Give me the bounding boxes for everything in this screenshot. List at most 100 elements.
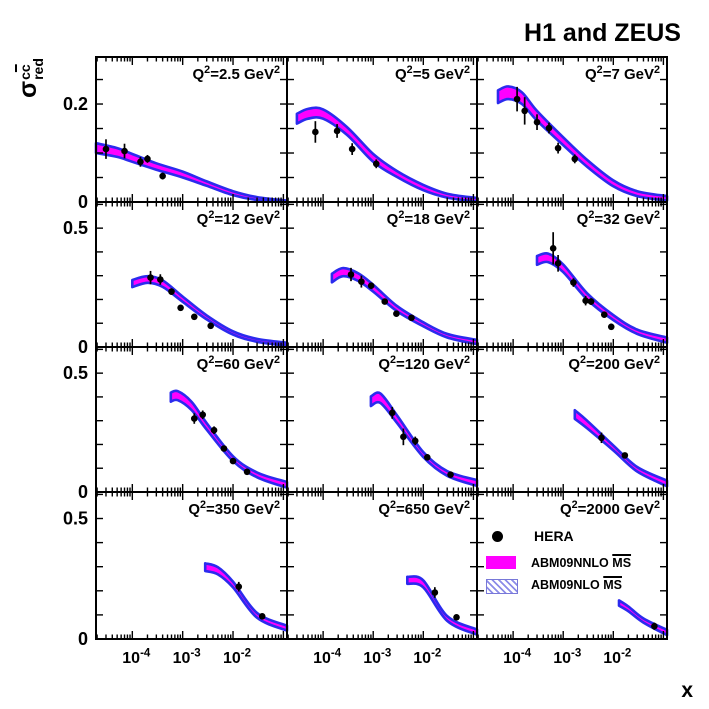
panel-q2-label: Q2=650 GeV2 xyxy=(378,499,470,518)
panel-frame xyxy=(476,491,668,640)
panel-q2-label: Q2=120 GeV2 xyxy=(378,354,470,373)
theory-band xyxy=(573,408,669,488)
data-point xyxy=(121,147,128,155)
panel-q2-label: Q2=18 GeV2 xyxy=(387,209,470,228)
y-tick-label: 0.5 xyxy=(63,218,88,238)
theory-band xyxy=(406,575,479,636)
data-point xyxy=(210,426,218,434)
data-point xyxy=(453,614,460,621)
data-point xyxy=(190,415,198,422)
data-point xyxy=(367,282,375,289)
data-point xyxy=(393,310,400,318)
legend-label-nnlo: ABM09NNLO MS xyxy=(531,556,632,570)
data-point xyxy=(570,279,577,286)
theory-band xyxy=(496,85,669,202)
y-tick-label: 0.5 xyxy=(63,509,88,529)
y-tick-label: 0 xyxy=(78,337,88,357)
x-tick-label: 10-4 xyxy=(313,648,342,667)
data-point xyxy=(408,314,415,322)
theory-band xyxy=(330,266,479,346)
data-point xyxy=(207,322,214,330)
data-point xyxy=(388,409,396,417)
data-point xyxy=(598,434,605,442)
data-point xyxy=(521,107,528,115)
data-point xyxy=(312,128,319,136)
nnlo-band-swatch xyxy=(486,556,516,569)
x-tick-label: 10-3 xyxy=(363,648,391,667)
data-point xyxy=(190,313,198,321)
panel-q2-18: Q2=18 GeV2 xyxy=(286,201,479,348)
data-point xyxy=(243,468,251,476)
data-point xyxy=(400,433,407,441)
panel-q2-7: Q2=7 GeV2 xyxy=(476,56,669,203)
nlo-band-swatch xyxy=(486,579,518,594)
data-point xyxy=(554,144,562,152)
sigma-symbol: σ xyxy=(14,80,42,98)
data-point xyxy=(157,276,164,283)
panel-q2-60: Q2=60 GeV2 0.5 0 xyxy=(63,346,289,502)
y-tick-label: 0 xyxy=(78,482,88,502)
data-point xyxy=(177,304,184,312)
panel-q2-label: Q2=2.5 GeV2 xyxy=(193,64,281,83)
panel-q2-120: Q2=120 GeV2 xyxy=(286,346,479,493)
data-point xyxy=(199,411,207,419)
data-point xyxy=(651,622,658,630)
data-point xyxy=(358,278,365,285)
sigma-subscript: red xyxy=(30,58,46,80)
x-axis-label: x xyxy=(681,679,693,702)
data-point xyxy=(348,145,356,153)
data-point xyxy=(372,160,380,168)
data-point xyxy=(587,298,595,305)
y-tick-label: 0.5 xyxy=(63,363,88,383)
data-point xyxy=(513,95,521,103)
data-point xyxy=(582,297,589,304)
panel-q2-200: Q2=200 GeV2 xyxy=(476,346,669,493)
data-point xyxy=(147,274,154,281)
panel-q2-2.5: Q2=2.5 GeV2 0.2 0 xyxy=(63,56,289,212)
data-point xyxy=(258,613,266,620)
x-tick-label: 10-3 xyxy=(173,648,201,667)
data-point xyxy=(545,124,553,132)
figure-title: H1 and ZEUS xyxy=(524,19,681,47)
y-tick-label: 0 xyxy=(78,629,88,649)
data-point xyxy=(533,118,541,126)
theory-band xyxy=(169,389,289,489)
data-point xyxy=(600,311,608,318)
x-tick-label: 10-2 xyxy=(223,648,251,667)
data-point xyxy=(423,453,431,461)
data-point xyxy=(102,145,110,153)
legend-label-hera: HERA xyxy=(534,528,574,544)
panel-q2-label: Q2=200 GeV2 xyxy=(568,354,660,373)
data-point xyxy=(168,288,175,295)
data-point xyxy=(607,323,615,331)
x-tick-label: 10-4 xyxy=(122,648,151,667)
data-point xyxy=(159,172,166,180)
panel-q2-2000: Q2=2000 GeV2 10-4 10-3 10-2 xyxy=(476,491,669,667)
legend-label-nlo: ABM09NLO MS xyxy=(531,578,622,592)
panel-q2-label: Q2=350 GeV2 xyxy=(188,499,280,518)
y-tick-label: 0 xyxy=(78,192,88,212)
panel-q2-label: Q2=5 GeV2 xyxy=(395,64,470,83)
data-point xyxy=(447,471,454,478)
data-point xyxy=(229,457,237,465)
data-point xyxy=(554,260,562,267)
theory-band xyxy=(131,274,289,347)
data-point xyxy=(220,445,228,452)
hera-marker-icon xyxy=(492,531,503,542)
x-tick-label: 10-4 xyxy=(503,648,532,667)
panel-q2-650: Q2=650 GeV2 10-4 10-3 10-2 xyxy=(286,491,479,667)
x-tick-label: 10-2 xyxy=(413,648,441,667)
sigma-scripts: cc red xyxy=(17,58,46,80)
data-point xyxy=(381,298,389,305)
panel-q2-label: Q2=2000 GeV2 xyxy=(560,499,660,518)
panel-q2-32: Q2=32 GeV2 xyxy=(476,201,669,348)
data-point xyxy=(347,271,355,278)
data-point xyxy=(621,452,629,459)
theory-band xyxy=(535,251,669,344)
theory-band xyxy=(369,391,479,488)
panel-q2-label: Q2=60 GeV2 xyxy=(197,354,280,373)
data-point xyxy=(333,127,341,135)
x-tick-label: 10-2 xyxy=(603,648,631,667)
